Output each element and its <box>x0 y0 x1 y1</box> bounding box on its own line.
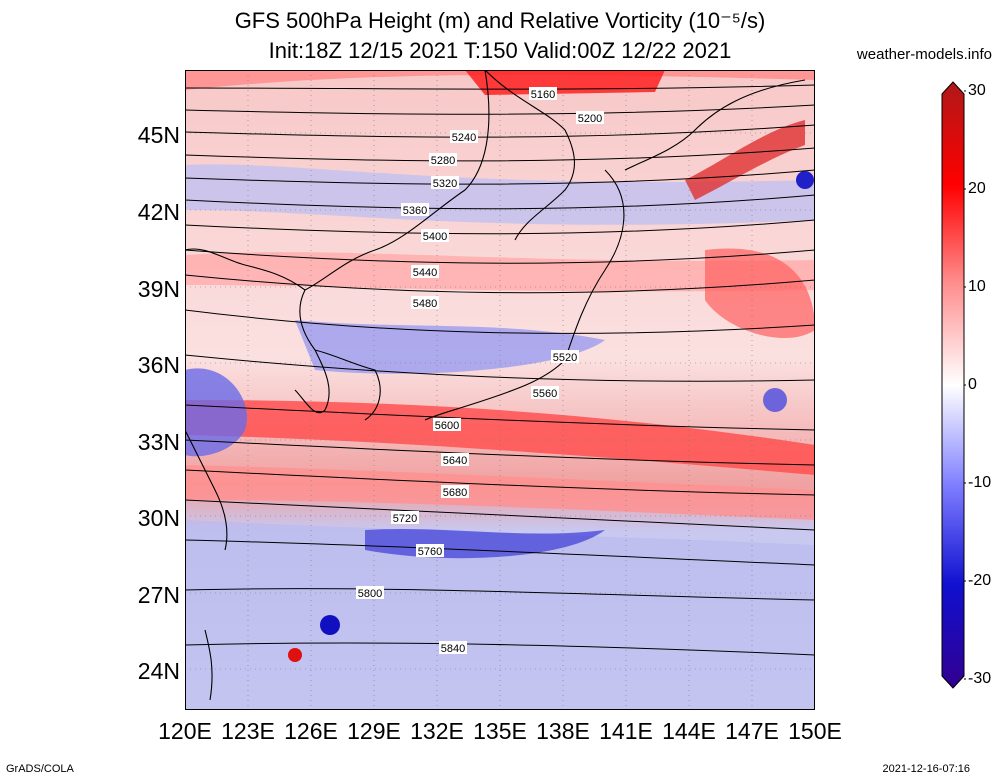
footer-timestamp: 2021-12-16-07:16 <box>882 763 970 775</box>
lon-tick-label: 150E <box>788 718 842 744</box>
vorticity-core <box>465 70 665 95</box>
vorticity-core <box>320 615 340 635</box>
contour-label-bg <box>551 350 579 363</box>
lat-tick-label: 39N <box>137 276 180 302</box>
contour-label: 5360 <box>403 205 427 217</box>
contour-label: 5440 <box>413 267 437 279</box>
contour-label-bg <box>529 87 557 100</box>
footer-software: GrADS/COLA <box>6 763 74 775</box>
colorbar-tick-label: 0 <box>968 376 977 393</box>
colorbar-tick-label: -20 <box>968 572 992 589</box>
vorticity-band <box>185 252 815 292</box>
contour-label: 5160 <box>531 89 555 101</box>
contour-label: 5840 <box>441 643 465 655</box>
colorbar-tick-label: 30 <box>968 82 986 99</box>
contour-label-bg <box>421 229 449 242</box>
lat-tick-label: 24N <box>137 658 180 684</box>
contour-label-bg <box>411 296 439 309</box>
lat-tick-label: 33N <box>137 429 180 455</box>
contour-label-bg <box>433 418 461 431</box>
coastlines <box>185 70 806 701</box>
contour-label: 5560 <box>533 388 557 400</box>
contour-label: 5240 <box>452 132 476 144</box>
lon-tick-label: 129E <box>347 718 401 744</box>
map-title-line1: GFS 500hPa Height (m) and Relative Vorti… <box>234 8 766 33</box>
colorbar-tick-label: -10 <box>968 474 992 491</box>
contour-label-bg <box>429 153 457 166</box>
contour-label: 5400 <box>423 231 447 243</box>
vorticity-map: 5160 5200 5240 5280 5320 5360 5400 5440 5480 5520… <box>185 70 815 710</box>
contour-label: 5800 <box>358 588 382 600</box>
contour-labels: 5160 5200 5240 5280 5320 5360 5400 5440 5480 5520… <box>356 87 604 655</box>
map-frame <box>185 70 815 710</box>
source-label: weather-models.info <box>856 46 992 63</box>
lon-tick-label: 132E <box>410 718 464 744</box>
lon-tick-label: 147E <box>725 718 779 744</box>
contour-label: 5200 <box>578 113 602 125</box>
contour-label: 5520 <box>553 352 577 364</box>
vorticity-core <box>705 248 815 339</box>
lat-tick-label: 30N <box>137 505 180 531</box>
contour-label-bg <box>416 544 444 557</box>
contour-label: 5480 <box>413 298 437 310</box>
lon-tick-label: 126E <box>284 718 338 744</box>
contour-label: 5600 <box>435 420 459 432</box>
vorticity-core <box>796 171 814 189</box>
contour-label: 5280 <box>431 155 455 167</box>
colorbar-tick-label: 10 <box>968 278 986 295</box>
map-title-line2: Init:18Z 12/15 2021 T:150 Valid:00Z 12/2… <box>268 38 732 63</box>
lon-tick-label: 123E <box>221 718 275 744</box>
contour-label-bg <box>401 203 429 216</box>
vorticity-band <box>185 164 815 225</box>
contour-label: 5720 <box>393 513 417 525</box>
lon-tick-label: 120E <box>158 718 212 744</box>
lat-tick-label: 27N <box>137 582 180 608</box>
grid-lines <box>185 70 815 710</box>
contour-label-bg <box>441 453 469 466</box>
contour-label-bg <box>441 485 469 498</box>
lat-tick-label: 42N <box>137 199 180 225</box>
lon-tick-label: 144E <box>662 718 716 744</box>
contour-label-bg <box>356 586 384 599</box>
contour-label-bg <box>450 130 478 143</box>
contour-label: 5320 <box>433 178 457 190</box>
contour-label-bg <box>576 111 604 124</box>
lat-tick-label: 36N <box>137 352 180 378</box>
vorticity-band <box>185 465 815 520</box>
contour-label-bg <box>391 511 419 524</box>
contour-label-bg <box>531 386 559 399</box>
contour-label: 5760 <box>418 546 442 558</box>
vorticity-core <box>763 388 787 412</box>
lon-tick-label: 135E <box>473 718 527 744</box>
colorbar-tick-label: 20 <box>968 180 986 197</box>
contour-label: 5640 <box>443 455 467 467</box>
colorbar-scale <box>941 81 965 689</box>
lat-tick-label: 45N <box>137 122 180 148</box>
colorbar-tick-marks <box>964 90 966 680</box>
lon-tick-label: 138E <box>536 718 590 744</box>
colorbar <box>941 81 966 689</box>
contour-label: 5680 <box>443 487 467 499</box>
vorticity-band <box>185 400 815 475</box>
vorticity-core <box>685 120 805 200</box>
vorticity-core <box>288 648 302 662</box>
contour-label-bg <box>431 176 459 189</box>
colorbar-tick-label: -30 <box>968 670 992 687</box>
vorticity-core <box>185 368 247 457</box>
height-contours <box>185 84 815 656</box>
contour-label-bg <box>439 641 467 654</box>
contour-label-bg <box>411 265 439 278</box>
lon-tick-label: 141E <box>599 718 653 744</box>
